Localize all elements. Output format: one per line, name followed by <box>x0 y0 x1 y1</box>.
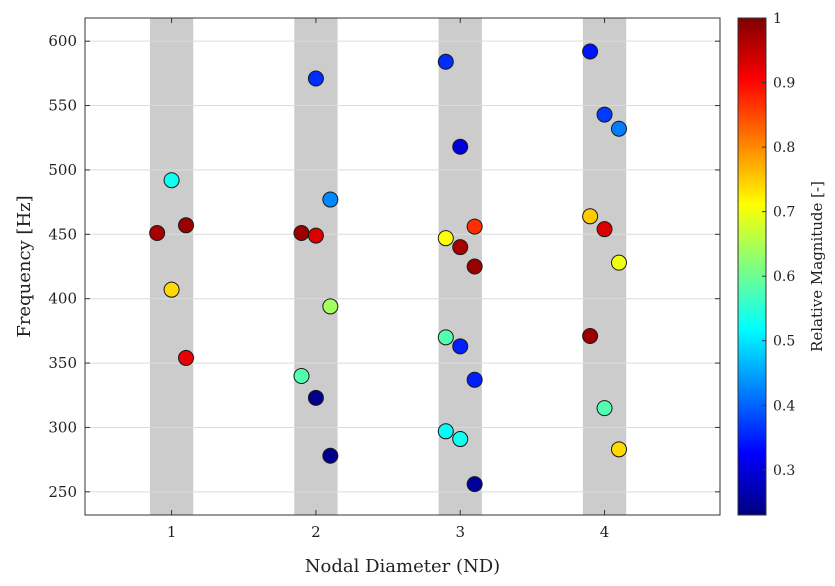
data-point-4 <box>178 217 195 234</box>
y-tick-label: 250 <box>48 483 77 501</box>
colorbar-tick-label: 0.9 <box>773 76 795 92</box>
x-tick-label: 3 <box>455 523 465 541</box>
colorbar-tick-label: 0.5 <box>773 334 795 350</box>
data-point-26 <box>582 43 599 60</box>
data-point-29 <box>596 106 613 123</box>
y-tick-label: 350 <box>48 354 77 372</box>
y-tick-label: 300 <box>48 418 77 436</box>
data-point-32 <box>610 120 627 137</box>
colorbar-tick-label: 0.6 <box>773 269 795 285</box>
colorbar-title: Relative Magnitude [-] <box>808 181 826 352</box>
data-point-23 <box>466 258 483 275</box>
colorbar-tick-label: 1 <box>773 11 782 27</box>
data-point-6 <box>293 225 310 242</box>
y-tick-label: 500 <box>48 161 77 179</box>
data-point-5 <box>178 349 195 366</box>
colorbar-tick-label: 0.4 <box>773 398 795 414</box>
data-point-2 <box>163 172 180 189</box>
data-point-28 <box>582 328 599 345</box>
data-point-13 <box>322 447 339 464</box>
data-point-1 <box>149 225 166 242</box>
shaded-band-2 <box>294 18 338 515</box>
y-tick-label: 400 <box>48 290 77 308</box>
data-point-9 <box>307 227 324 244</box>
data-point-18 <box>452 138 469 155</box>
data-point-20 <box>452 338 469 355</box>
data-point-33 <box>610 254 627 271</box>
data-point-14 <box>437 53 454 70</box>
x-tick-label: 2 <box>311 523 321 541</box>
y-tick-label: 600 <box>48 32 77 50</box>
data-point-11 <box>322 191 339 208</box>
data-point-17 <box>437 423 454 440</box>
data-point-21 <box>452 431 469 448</box>
data-point-12 <box>322 298 339 315</box>
data-point-34 <box>610 441 627 458</box>
y-tick-label: 550 <box>48 97 77 115</box>
colorbar-tick-label: 0.7 <box>773 205 795 221</box>
data-points <box>149 43 627 493</box>
data-point-22 <box>466 218 483 235</box>
data-point-3 <box>163 281 180 298</box>
data-point-27 <box>582 208 599 225</box>
shaded-bands <box>149 18 627 515</box>
data-point-8 <box>307 70 324 87</box>
colorbar-tick-label: 0.3 <box>773 463 795 479</box>
x-axis-ticks: 1 2 3 4 <box>167 18 610 541</box>
colorbar <box>737 17 767 516</box>
y-axis-title: Frequency [Hz] <box>14 195 35 337</box>
data-point-31 <box>596 400 613 417</box>
data-point-25 <box>466 476 483 493</box>
data-point-10 <box>307 389 324 406</box>
shaded-band-1 <box>149 18 194 515</box>
data-point-30 <box>596 221 613 238</box>
data-point-15 <box>437 230 454 247</box>
plot-area-frame <box>84 17 721 516</box>
x-tick-label: 1 <box>167 523 177 541</box>
y-axis-ticks: 250 300 350 400 450 500 550 600 <box>48 32 720 501</box>
colorbar-ticks: 0.3 0.4 0.5 0.6 0.7 0.8 0.9 1 <box>762 11 795 479</box>
data-point-16 <box>437 329 454 346</box>
x-axis-title: Nodal Diameter (ND) <box>305 556 500 577</box>
colorbar-tick-label: 0.8 <box>773 140 795 156</box>
x-tick-label: 4 <box>600 523 610 541</box>
data-point-7 <box>293 367 310 384</box>
y-tick-label: 450 <box>48 225 77 243</box>
grid-lines <box>85 40 720 493</box>
data-point-19 <box>452 239 469 256</box>
data-point-24 <box>466 371 483 388</box>
